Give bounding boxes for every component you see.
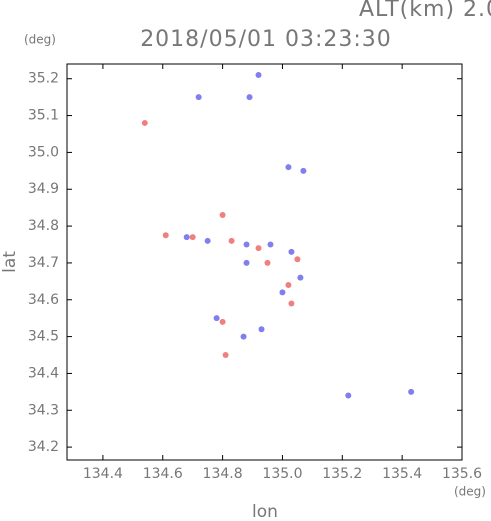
y-tick-label: 34.9 bbox=[28, 181, 59, 197]
x-tick-label: 135.2 bbox=[322, 466, 362, 482]
radar-echo bbox=[345, 392, 352, 399]
y-tick-label: 34.7 bbox=[28, 255, 59, 271]
radar-echo bbox=[195, 94, 202, 101]
x-axis-label: lon bbox=[252, 502, 278, 521]
x-tick-label: 134.8 bbox=[203, 466, 243, 482]
subtitle: ALT(km) 2.0 bbox=[359, 0, 491, 22]
y-tick-label: 34.4 bbox=[28, 365, 59, 381]
radar-echo bbox=[255, 72, 262, 79]
radar-echo bbox=[213, 315, 220, 322]
y-tick-label: 34.6 bbox=[28, 292, 59, 308]
x-tick-label: 135.4 bbox=[382, 466, 422, 482]
x-tick-label: 134.4 bbox=[83, 466, 123, 482]
radar-echo bbox=[243, 259, 250, 266]
y-tick-label: 35.2 bbox=[28, 71, 59, 87]
radar-echo bbox=[240, 333, 247, 340]
radar-echo bbox=[255, 245, 262, 252]
radar-echo bbox=[219, 212, 226, 219]
chart-title: 2018/05/01 03:23:30 bbox=[140, 27, 392, 52]
y-tick-label: 35.1 bbox=[28, 108, 59, 124]
y-unit: (deg) bbox=[24, 33, 56, 47]
y-tick-label: 34.5 bbox=[28, 329, 59, 345]
y-axis-label: lat bbox=[0, 251, 20, 273]
plot-frame bbox=[66, 63, 463, 461]
radar-echo bbox=[300, 167, 307, 174]
radar-echo bbox=[285, 164, 292, 171]
radar-echo bbox=[408, 388, 415, 395]
radar-echo bbox=[219, 318, 226, 325]
y-tick-label: 35.0 bbox=[28, 144, 59, 160]
radar-echo bbox=[228, 237, 235, 244]
radar-echo bbox=[162, 232, 169, 239]
radar-echo bbox=[141, 119, 148, 126]
x-tick-label: 135.6 bbox=[442, 466, 482, 482]
radar-echo bbox=[222, 352, 229, 359]
x-unit: (deg) bbox=[454, 485, 486, 499]
radar-echo bbox=[258, 326, 265, 333]
radar-echo bbox=[204, 237, 211, 244]
radar-echo bbox=[264, 259, 271, 266]
radar-echo bbox=[189, 234, 196, 241]
y-tick-label: 34.2 bbox=[28, 439, 59, 455]
radar-echo bbox=[285, 282, 292, 289]
radar-echo bbox=[267, 241, 274, 248]
radar-echo bbox=[243, 241, 250, 248]
y-tick-label: 34.8 bbox=[28, 218, 59, 234]
radar-echo bbox=[297, 274, 304, 281]
radar-echo bbox=[288, 248, 295, 255]
y-tick-label: 34.3 bbox=[28, 402, 59, 418]
radar-echo bbox=[288, 300, 295, 307]
x-tick-label: 135.0 bbox=[262, 466, 302, 482]
radar-echo bbox=[183, 234, 190, 241]
radar-echo bbox=[246, 94, 253, 101]
x-tick-label: 134.6 bbox=[143, 466, 183, 482]
radar-echo bbox=[294, 256, 301, 263]
radar-echo bbox=[279, 289, 286, 296]
